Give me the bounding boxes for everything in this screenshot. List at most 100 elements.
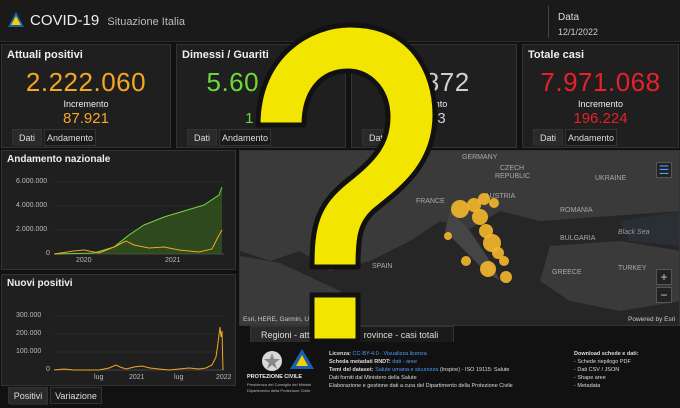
kpi-title: Dimessi / Guariti: [182, 49, 269, 61]
zoom-out-button[interactable]: −: [656, 287, 672, 303]
app-title-text: COVID-19: [30, 12, 100, 29]
x-tick-label: 2020: [76, 257, 92, 264]
x-tick-label: 2021: [165, 257, 181, 264]
metadati-label: Scheda metadati RNDT:: [329, 359, 391, 365]
map-powered-by[interactable]: Powered by Esri: [628, 316, 676, 323]
y-tick-label: 300.000: [16, 312, 42, 319]
nuovi-positivi-line: [54, 326, 224, 371]
zoom-in-button[interactable]: +: [656, 269, 672, 285]
tab-variazione[interactable]: Variazione: [50, 387, 102, 404]
y-tick-label: 200.000: [16, 330, 42, 337]
kpi-title: Totale casi: [528, 49, 585, 61]
x-tick-label: lug: [174, 374, 184, 381]
map-label-romania: ROMANIA: [560, 207, 593, 214]
map-label-bulgaria: BULGARIA: [560, 235, 596, 242]
y-tick-label: 4.000.000: [16, 202, 48, 209]
map-view[interactable]: GERMANY CZECH REPUBLIC UKRAINE AUSTRIA F…: [239, 150, 680, 326]
date-value: 12/1/2022: [558, 27, 599, 37]
licenza-link[interactable]: CC-BY-4.0 - Visualizza licenza: [352, 351, 427, 357]
x-tick-label: 2022: [216, 374, 232, 381]
map-label-austria: AUSTRIA: [485, 193, 516, 200]
protezione-civile-emblem-icon: [290, 349, 314, 369]
kpi-deceduti: …872 …ento …3 Dati: [351, 44, 517, 148]
download-dati-csv-json-link[interactable]: - Dati CSV / JSON: [574, 367, 620, 373]
download-title: Download schede e dati:: [574, 351, 639, 357]
licenza-label: Licenza:: [329, 351, 352, 357]
guariti-area: [54, 187, 222, 254]
logo-line-2: Presidenza del Consiglio dei Ministri: [247, 382, 312, 387]
kpi-increment-value: 196.224: [573, 110, 628, 127]
map-attribution: Esri, HERE, Garmin, US: [243, 316, 314, 323]
app-subtitle: Situazione Italia: [107, 16, 186, 28]
app-title: COVID-19 Situazione Italia: [30, 12, 185, 29]
tab-positivi-bottom[interactable]: Positivi: [8, 387, 48, 404]
kpi-totale-casi: Totale casi 7.971.068 Incremento 196.224…: [522, 44, 679, 148]
region-bubbles: [444, 193, 512, 283]
y-tick-label: 0: [46, 250, 50, 257]
chart-andamento-nazionale: Andamento nazionale 6.000.000 4.000.000 …: [1, 150, 236, 270]
chart-title: Andamento nazionale: [7, 154, 111, 165]
x-tick-label: 2021: [129, 374, 145, 381]
y-tick-label: 0: [46, 366, 50, 373]
logo-line-1: PROTEZIONE CIVILE: [247, 374, 303, 380]
map-label-black-sea: Black Sea: [618, 229, 650, 236]
guariti-line: [54, 186, 223, 255]
kpi-dimessi-guariti: Dimessi / Guariti 5.60…36 1…8 Dati Andam…: [176, 44, 346, 148]
download-block: Download schede e dati: - Schede riepilo…: [574, 350, 674, 390]
map-label-republic: REPUBLIC: [495, 173, 531, 180]
tab-dati[interactable]: Dati: [187, 129, 217, 146]
map-layer-list-icon[interactable]: ☰: [656, 162, 672, 178]
map-label-ukraine: UKRAINE: [595, 175, 627, 182]
kpi-attuali-positivi: Attuali positivi 2.222.060 Incremento 87…: [1, 44, 171, 148]
y-tick-label: 2.000.000: [16, 226, 48, 233]
download-metadata-link[interactable]: - Metadata: [574, 383, 601, 389]
license-block: Licenza: CC-BY-4.0 - Visualizza licenza …: [329, 350, 569, 390]
nuovi-positivi-plot: [54, 315, 224, 371]
attuali-line: [54, 229, 223, 255]
map-label-czech: CZECH: [500, 165, 525, 172]
kpi-increment-value: …3: [422, 110, 446, 127]
chart-nuovi-positivi: Nuovi positivi 300.000 200.000 100.000 0…: [1, 274, 236, 405]
tab-andamento[interactable]: Andamento: [565, 129, 617, 146]
protezione-civile-logo-icon: [8, 12, 24, 27]
kpi-value: 7.971.068: [540, 67, 661, 97]
map-label-spain: SPAIN: [372, 263, 393, 270]
fonte-dati: Dati forniti dal Ministero della Salute: [329, 375, 417, 381]
tab-andamento[interactable]: Andamento: [44, 129, 96, 146]
tab-dati[interactable]: Dati: [533, 129, 563, 146]
info-footer: PROTEZIONE CIVILE Presidenza del Consigl…: [239, 342, 680, 408]
tab-andamento[interactable]: Andamento: [219, 129, 271, 146]
chart-title: Nuovi positivi: [7, 278, 73, 289]
tab-dati[interactable]: Dati: [12, 129, 42, 146]
logo-line-3: Dipartimento della Protezione Civile: [247, 388, 311, 393]
tab-province-casi-totali[interactable]: rovince - casi totali: [348, 326, 454, 343]
app-header: COVID-19 Situazione Italia Data 12/1/202…: [0, 0, 680, 42]
y-tick-label: 6.000.000: [16, 178, 48, 185]
kpi-increment-label: …ento: [420, 99, 448, 109]
andamento-plot: [54, 181, 224, 255]
kpi-increment-label: Incremento: [63, 99, 109, 109]
map-label-turkey: TURKEY: [618, 265, 647, 272]
download-schede-pdf-link[interactable]: - Schede riepilogo PDF: [574, 359, 631, 365]
italian-emblem-icon: [262, 351, 282, 371]
temi-rest: (Inspire) - ISO 19115: Salute: [439, 367, 510, 373]
download-shape-aree-link[interactable]: - Shape aree: [574, 375, 606, 381]
temi-link[interactable]: Salute umana e sicurezza: [375, 367, 439, 373]
map-label-germany: GERMANY: [462, 154, 498, 161]
date-divider: [548, 6, 549, 38]
y-tick-label: 100.000: [16, 348, 42, 355]
elaborazione-dati: Elaborazione e gestione dati a cura del …: [329, 383, 513, 389]
metadati-link[interactable]: dati - aree: [392, 359, 418, 365]
date-label: Data: [558, 12, 580, 23]
kpi-title: Attuali positivi: [7, 49, 83, 61]
kpi-value: 5.60…36: [206, 67, 316, 97]
map-label-greece: GREECE: [552, 269, 582, 276]
kpi-increment-value: 1…8: [245, 110, 277, 127]
kpi-value: …872: [398, 67, 470, 97]
tab-regioni-attuali-positivi[interactable]: Regioni - attuali p: [250, 326, 342, 343]
kpi-increment-value: 87.921: [63, 110, 109, 127]
kpi-value: 2.222.060: [25, 67, 147, 97]
temi-label: Temi del dataset:: [329, 367, 374, 373]
kpi-increment-label: Incremento: [577, 99, 624, 109]
tab-dati[interactable]: Dati: [362, 129, 392, 146]
